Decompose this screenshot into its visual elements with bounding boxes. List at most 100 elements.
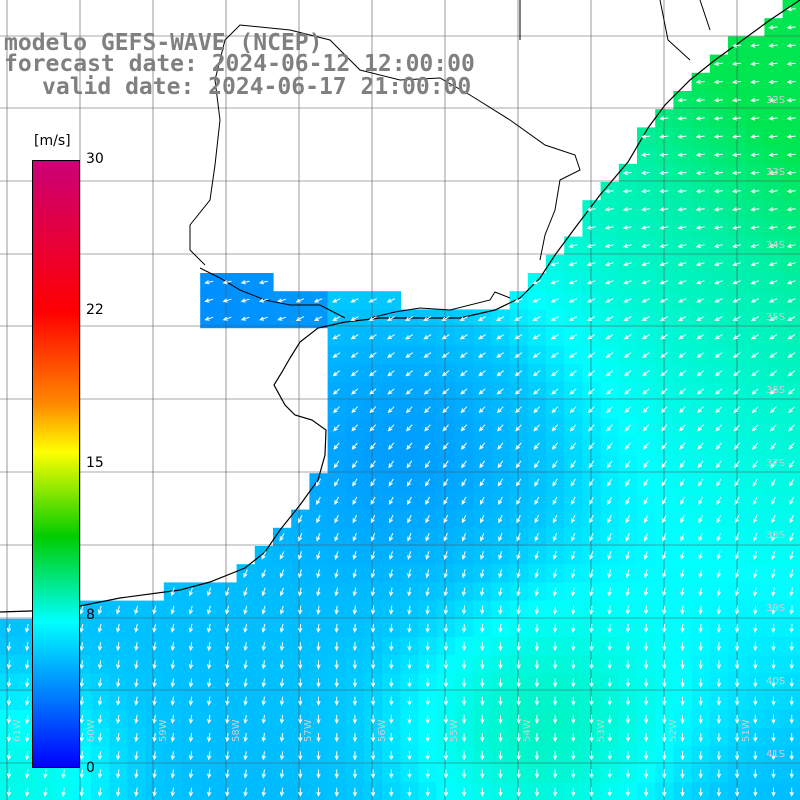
wind-arrow xyxy=(789,642,794,652)
wind-arrow xyxy=(333,442,340,450)
wind-arrow xyxy=(571,696,576,706)
wind-arrow xyxy=(660,424,668,432)
wind-arrow xyxy=(480,660,485,670)
wind-arrow xyxy=(643,714,649,725)
wind-arrow xyxy=(589,714,594,725)
wind-arrow xyxy=(334,605,339,615)
wind-arrow xyxy=(207,623,212,633)
wind-arrow xyxy=(295,298,305,303)
coastline-south-america xyxy=(0,0,800,613)
wind-arrow xyxy=(679,442,686,450)
wind-arrow xyxy=(316,696,321,706)
wind-arrow xyxy=(677,188,687,194)
wind-arrow xyxy=(771,569,776,579)
wind-arrow xyxy=(787,298,796,303)
wind-arrow xyxy=(388,496,394,506)
wind-arrow xyxy=(459,370,468,377)
wind-arrow xyxy=(225,714,230,725)
wind-arrow xyxy=(571,623,576,634)
wind-arrow xyxy=(424,460,431,469)
wind-arrow xyxy=(243,751,248,761)
wind-arrow xyxy=(680,714,685,725)
wind-arrow xyxy=(222,280,232,285)
wind-arrow xyxy=(750,207,760,212)
lon-label: 54W xyxy=(522,719,533,742)
wind-arrow xyxy=(551,388,559,395)
wind-arrow xyxy=(534,678,540,688)
wind-arrow xyxy=(515,406,522,414)
wind-arrow xyxy=(768,97,778,103)
wind-arrow xyxy=(225,587,230,597)
wind-arrow xyxy=(170,623,175,633)
wind-arrow xyxy=(298,551,303,560)
wind-arrow xyxy=(498,533,503,542)
colorbar-unit: [m/s] xyxy=(34,133,71,149)
wind-arrow xyxy=(477,316,487,321)
wind-arrow xyxy=(207,733,212,743)
wind-arrow xyxy=(97,660,103,670)
wind-arrow xyxy=(589,496,594,506)
wind-arrow xyxy=(786,188,796,194)
wind-arrow xyxy=(6,787,12,797)
wind-arrow xyxy=(753,587,758,597)
lat-label: 33S xyxy=(766,167,786,178)
wind-arrow xyxy=(479,442,486,450)
wind-arrow xyxy=(425,769,430,779)
wind-arrow xyxy=(79,642,85,652)
wind-arrow xyxy=(550,370,559,377)
wind-arrow xyxy=(588,424,595,432)
wind-arrow xyxy=(695,134,705,139)
wind-arrow xyxy=(550,298,559,303)
wind-arrow xyxy=(279,751,285,761)
wind-arrow xyxy=(259,316,268,321)
wind-arrow xyxy=(498,787,503,797)
wind-arrow xyxy=(789,769,794,779)
model-title: modelo GEFS-WAVE (NCEP) xyxy=(4,30,323,56)
wind-arrow xyxy=(334,696,339,706)
wind-arrow xyxy=(407,587,412,597)
wind-arrow xyxy=(316,587,321,597)
wind-arrow xyxy=(678,388,686,395)
wind-arrow xyxy=(332,316,341,321)
wind-arrow xyxy=(732,370,741,377)
wind-arrow xyxy=(516,605,521,615)
wind-arrow xyxy=(698,514,703,524)
lon-label: 56W xyxy=(377,719,388,742)
wind-arrow xyxy=(315,478,322,487)
wind-arrow xyxy=(425,751,430,761)
wind-arrow xyxy=(643,623,649,634)
colorbar-tick-22: 22 xyxy=(86,302,104,318)
wind-arrow xyxy=(460,424,468,432)
wind-arrow xyxy=(332,370,341,377)
wind-arrow xyxy=(152,623,157,633)
wind-arrow xyxy=(587,334,596,340)
wind-arrow xyxy=(316,533,321,542)
wind-arrow xyxy=(496,388,504,395)
wind-arrow xyxy=(641,370,650,377)
wind-arrow xyxy=(134,696,139,706)
wind-arrow xyxy=(606,442,613,450)
wind-arrow xyxy=(715,460,722,469)
wind-arrow xyxy=(625,696,631,706)
wind-arrow xyxy=(622,225,632,230)
wind-arrow xyxy=(679,460,686,469)
wind-arrow xyxy=(425,642,430,652)
wind-arrow xyxy=(134,623,139,633)
wind-arrow xyxy=(351,424,358,432)
wind-arrow xyxy=(752,442,759,450)
wind-arrow xyxy=(6,714,12,725)
wind-arrow xyxy=(604,188,614,194)
wind-arrow xyxy=(425,533,430,542)
wind-arrow xyxy=(406,460,413,469)
wind-arrow xyxy=(116,623,121,633)
wind-arrow xyxy=(188,623,194,633)
wind-arrow xyxy=(116,787,121,797)
wind-arrow xyxy=(698,587,703,597)
lat-label: 35S xyxy=(766,312,786,323)
wind-arrow xyxy=(443,569,448,579)
wind-arrow xyxy=(461,678,467,688)
wind-arrow xyxy=(787,370,796,377)
wind-arrow xyxy=(407,660,412,670)
wind-arrow xyxy=(332,298,341,303)
wind-arrow xyxy=(623,280,632,285)
